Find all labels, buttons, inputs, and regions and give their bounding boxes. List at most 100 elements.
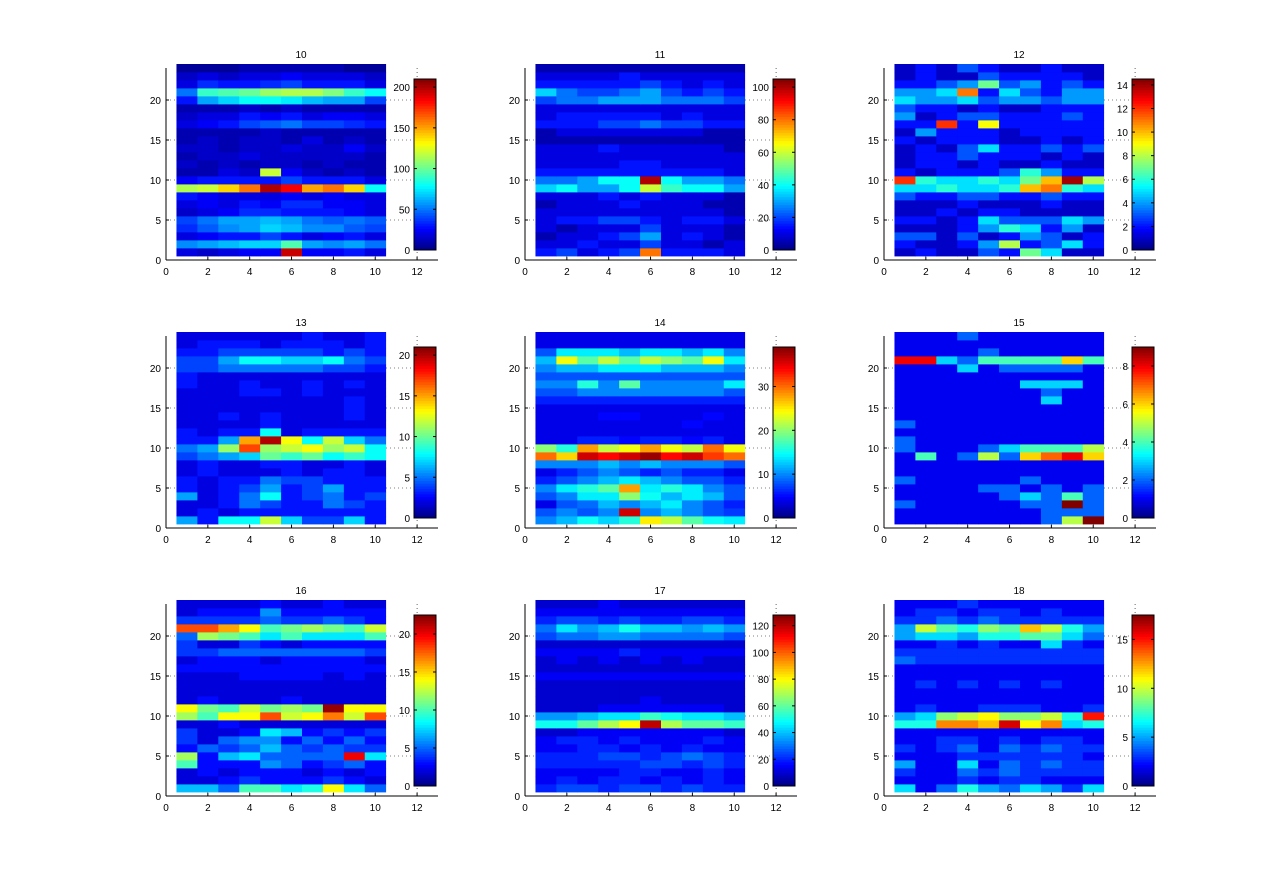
x-tick-label: 2 bbox=[205, 535, 211, 546]
colorbar-swatch bbox=[1132, 644, 1154, 648]
heatmap-cell bbox=[723, 600, 746, 609]
heatmap-cell bbox=[640, 380, 662, 389]
heatmap-cell bbox=[702, 184, 725, 193]
heatmap-cell bbox=[535, 736, 557, 745]
colorbar-swatch bbox=[414, 397, 436, 401]
heatmap-cell bbox=[1040, 372, 1063, 381]
heatmap-cell bbox=[577, 72, 599, 81]
heatmap-cell bbox=[999, 348, 1021, 357]
colorbar-swatch bbox=[1132, 711, 1154, 715]
heatmap-cell bbox=[915, 144, 937, 153]
heatmap-cells bbox=[894, 64, 1105, 257]
y-tick-label: 15 bbox=[509, 136, 521, 147]
heatmap-cell bbox=[577, 640, 599, 649]
heatmap-cell bbox=[723, 632, 746, 641]
colorbar-swatch bbox=[414, 493, 436, 498]
heatmap-cell bbox=[302, 680, 324, 689]
heatmap-cell bbox=[281, 680, 303, 689]
heatmap-cell bbox=[999, 240, 1021, 249]
heatmap-cell bbox=[577, 656, 599, 665]
colorbar-swatch bbox=[1132, 349, 1154, 353]
y-tick-label: 0 bbox=[873, 792, 879, 803]
colorbar-swatch bbox=[773, 477, 795, 482]
heatmap-cell bbox=[936, 64, 958, 73]
colorbar-swatch bbox=[414, 355, 436, 359]
heatmap-cell bbox=[218, 632, 240, 641]
heatmap-cell bbox=[619, 332, 641, 341]
heatmap-cell bbox=[556, 688, 578, 697]
colorbar-swatch bbox=[414, 169, 436, 174]
heatmap-cell bbox=[302, 672, 324, 681]
heatmap-cell bbox=[598, 500, 620, 509]
subplot-title: 17 bbox=[654, 586, 666, 597]
heatmap-cell bbox=[260, 364, 282, 373]
heatmap-cell bbox=[218, 120, 240, 129]
heatmap-cell bbox=[957, 208, 979, 217]
heatmap-cell bbox=[936, 88, 958, 97]
heatmap-cell bbox=[1040, 232, 1063, 241]
heatmap-cell bbox=[260, 332, 282, 341]
heatmap-cell bbox=[978, 152, 1000, 161]
colorbar-swatch bbox=[773, 711, 795, 715]
colorbar-swatch bbox=[773, 84, 795, 88]
heatmap-cell bbox=[681, 736, 704, 745]
heatmap-cell bbox=[640, 468, 662, 477]
colorbar-swatch bbox=[773, 217, 795, 222]
colorbar-swatch bbox=[773, 657, 795, 661]
heatmap-cell bbox=[1040, 412, 1063, 421]
heatmap-cell bbox=[640, 120, 662, 129]
colorbar-swatch bbox=[1132, 759, 1154, 763]
heatmap-cell bbox=[999, 672, 1021, 681]
heatmap-cell bbox=[1082, 200, 1105, 209]
heatmap-cell bbox=[640, 88, 662, 97]
heatmap-cell bbox=[535, 760, 557, 769]
heatmap-cell bbox=[619, 200, 641, 209]
heatmap-cell bbox=[619, 380, 641, 389]
heatmap-cell bbox=[260, 120, 282, 129]
heatmap-cell bbox=[681, 632, 704, 641]
heatmap-cell bbox=[239, 492, 261, 501]
heatmap-cell bbox=[640, 96, 662, 105]
colorbar-swatch bbox=[414, 201, 436, 206]
heatmap-cell bbox=[364, 356, 387, 365]
heatmap-cell bbox=[978, 208, 1000, 217]
x-tick-label: 10 bbox=[729, 803, 741, 814]
heatmap-cell bbox=[218, 200, 240, 209]
heatmap-cell bbox=[322, 656, 345, 665]
heatmap-cell bbox=[598, 208, 620, 217]
x-tick-label: 4 bbox=[606, 267, 612, 278]
heatmap-cell bbox=[302, 348, 324, 357]
heatmap-cell bbox=[598, 72, 620, 81]
heatmap-cell bbox=[302, 340, 324, 349]
heatmap-cell bbox=[598, 632, 620, 641]
heatmap-cell bbox=[1061, 516, 1084, 525]
heatmap-cell bbox=[661, 744, 683, 753]
subplot-title: 14 bbox=[654, 318, 666, 329]
heatmap-cell bbox=[957, 96, 979, 105]
heatmap-cell bbox=[535, 192, 557, 201]
heatmap-cell bbox=[556, 720, 578, 729]
heatmap-cell bbox=[302, 152, 324, 161]
heatmap-cell bbox=[364, 672, 387, 681]
colorbar-swatch bbox=[414, 456, 436, 460]
heatmap-cell bbox=[661, 176, 683, 185]
heatmap-cell bbox=[1061, 460, 1084, 469]
heatmap-cell bbox=[281, 436, 303, 445]
heatmap-cell bbox=[281, 696, 303, 705]
heatmap-cell bbox=[915, 688, 937, 697]
heatmap-cell bbox=[343, 688, 366, 697]
colorbar-swatch bbox=[1132, 740, 1154, 744]
heatmap-cell bbox=[619, 168, 641, 177]
heatmap-cell bbox=[640, 648, 662, 657]
heatmap-cell bbox=[681, 348, 704, 357]
colorbar-tick-label: 50 bbox=[399, 205, 411, 216]
heatmap-cell bbox=[640, 656, 662, 665]
colorbar-swatch bbox=[773, 655, 795, 659]
heatmap-cell bbox=[1082, 760, 1105, 769]
heatmap-cell bbox=[1040, 744, 1063, 753]
colorbar-swatch bbox=[773, 201, 795, 206]
y-tick-label: 5 bbox=[873, 484, 879, 495]
heatmap-cell bbox=[364, 160, 387, 169]
heatmap-cell bbox=[915, 648, 937, 657]
colorbar-swatch bbox=[1132, 116, 1154, 120]
